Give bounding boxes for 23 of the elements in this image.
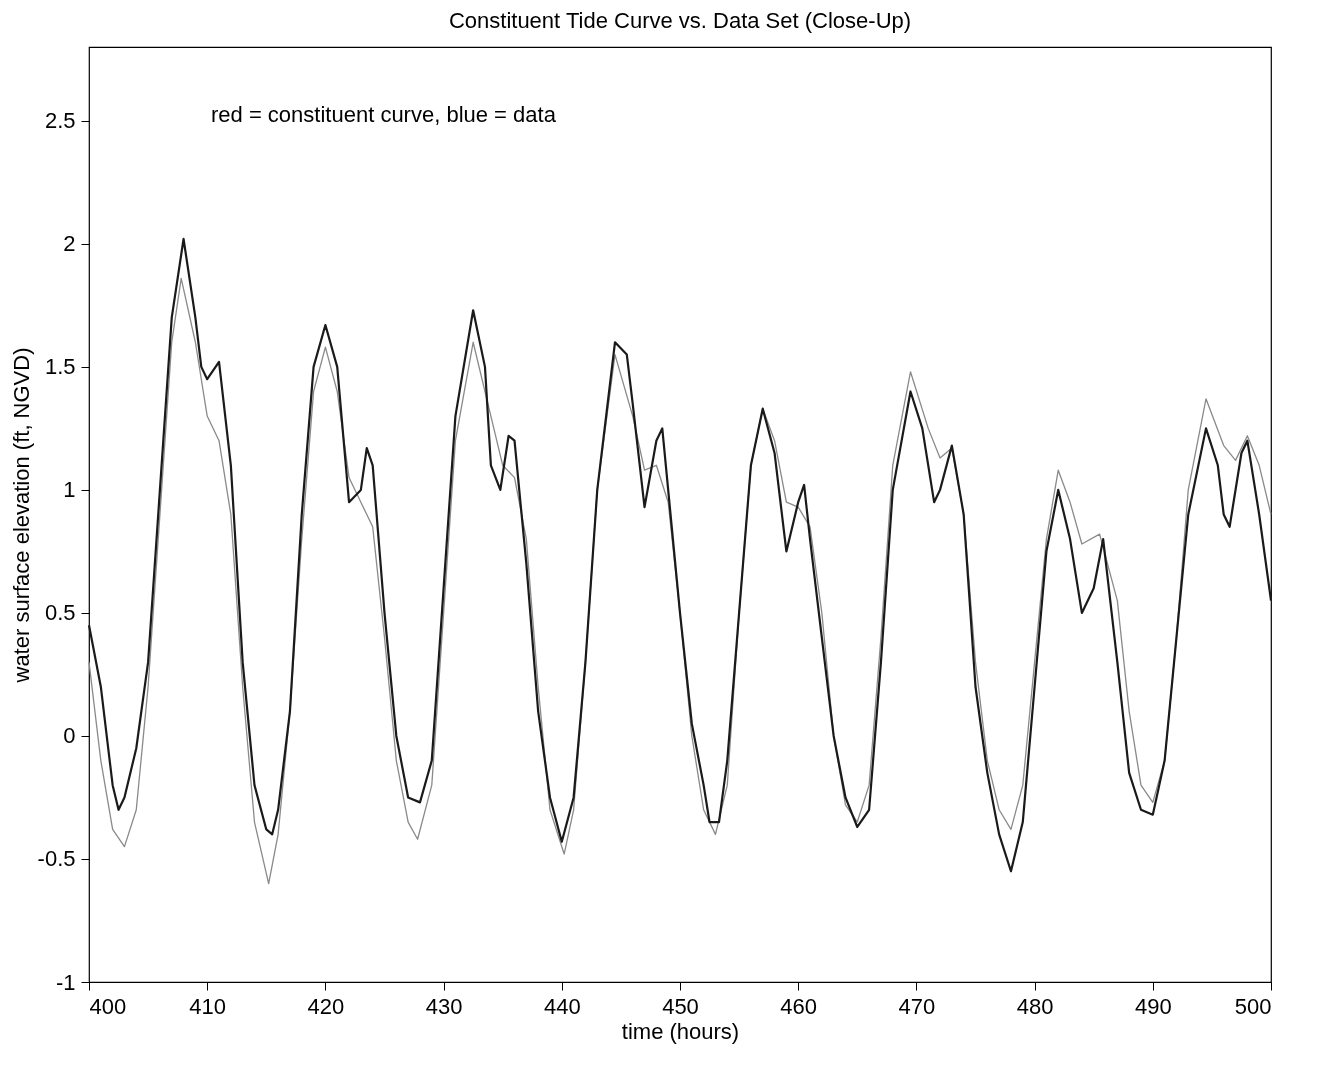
y-tick-label: 0	[63, 723, 76, 749]
y-axis-title: water surface elevation (ft, NGVD)	[8, 347, 34, 684]
annotation: red = constituent curve, blue = data	[211, 102, 557, 127]
y-tick-label: 0.5	[44, 600, 76, 626]
x-tick-label: 480	[1016, 993, 1054, 1019]
x-tick-label: 440	[543, 993, 581, 1019]
x-axis-title: time (hours)	[621, 1018, 740, 1044]
x-tick-label: 500	[1234, 993, 1272, 1019]
x-tick-label: 470	[898, 993, 936, 1019]
x-tick-label: 430	[425, 993, 463, 1019]
x-tick-label: 460	[780, 993, 818, 1019]
x-tick-label: 420	[307, 993, 345, 1019]
x-tick-label: 450	[662, 993, 699, 1019]
x-tick-label: 490	[1134, 993, 1172, 1019]
y-tick-label: -0.5	[37, 846, 76, 872]
x-tick-label: 400	[89, 993, 127, 1019]
x-tick-label: 410	[189, 993, 227, 1019]
chart-title: Constituent Tide Curve vs. Data Set (Close-Up)	[448, 8, 912, 33]
y-tick-label: 1	[63, 477, 76, 503]
y-tick-label: 2.5	[44, 108, 76, 134]
y-tick-label: 2	[63, 231, 76, 257]
y-tick-label: -1	[55, 969, 76, 995]
y-tick-label: 1.5	[44, 354, 76, 380]
